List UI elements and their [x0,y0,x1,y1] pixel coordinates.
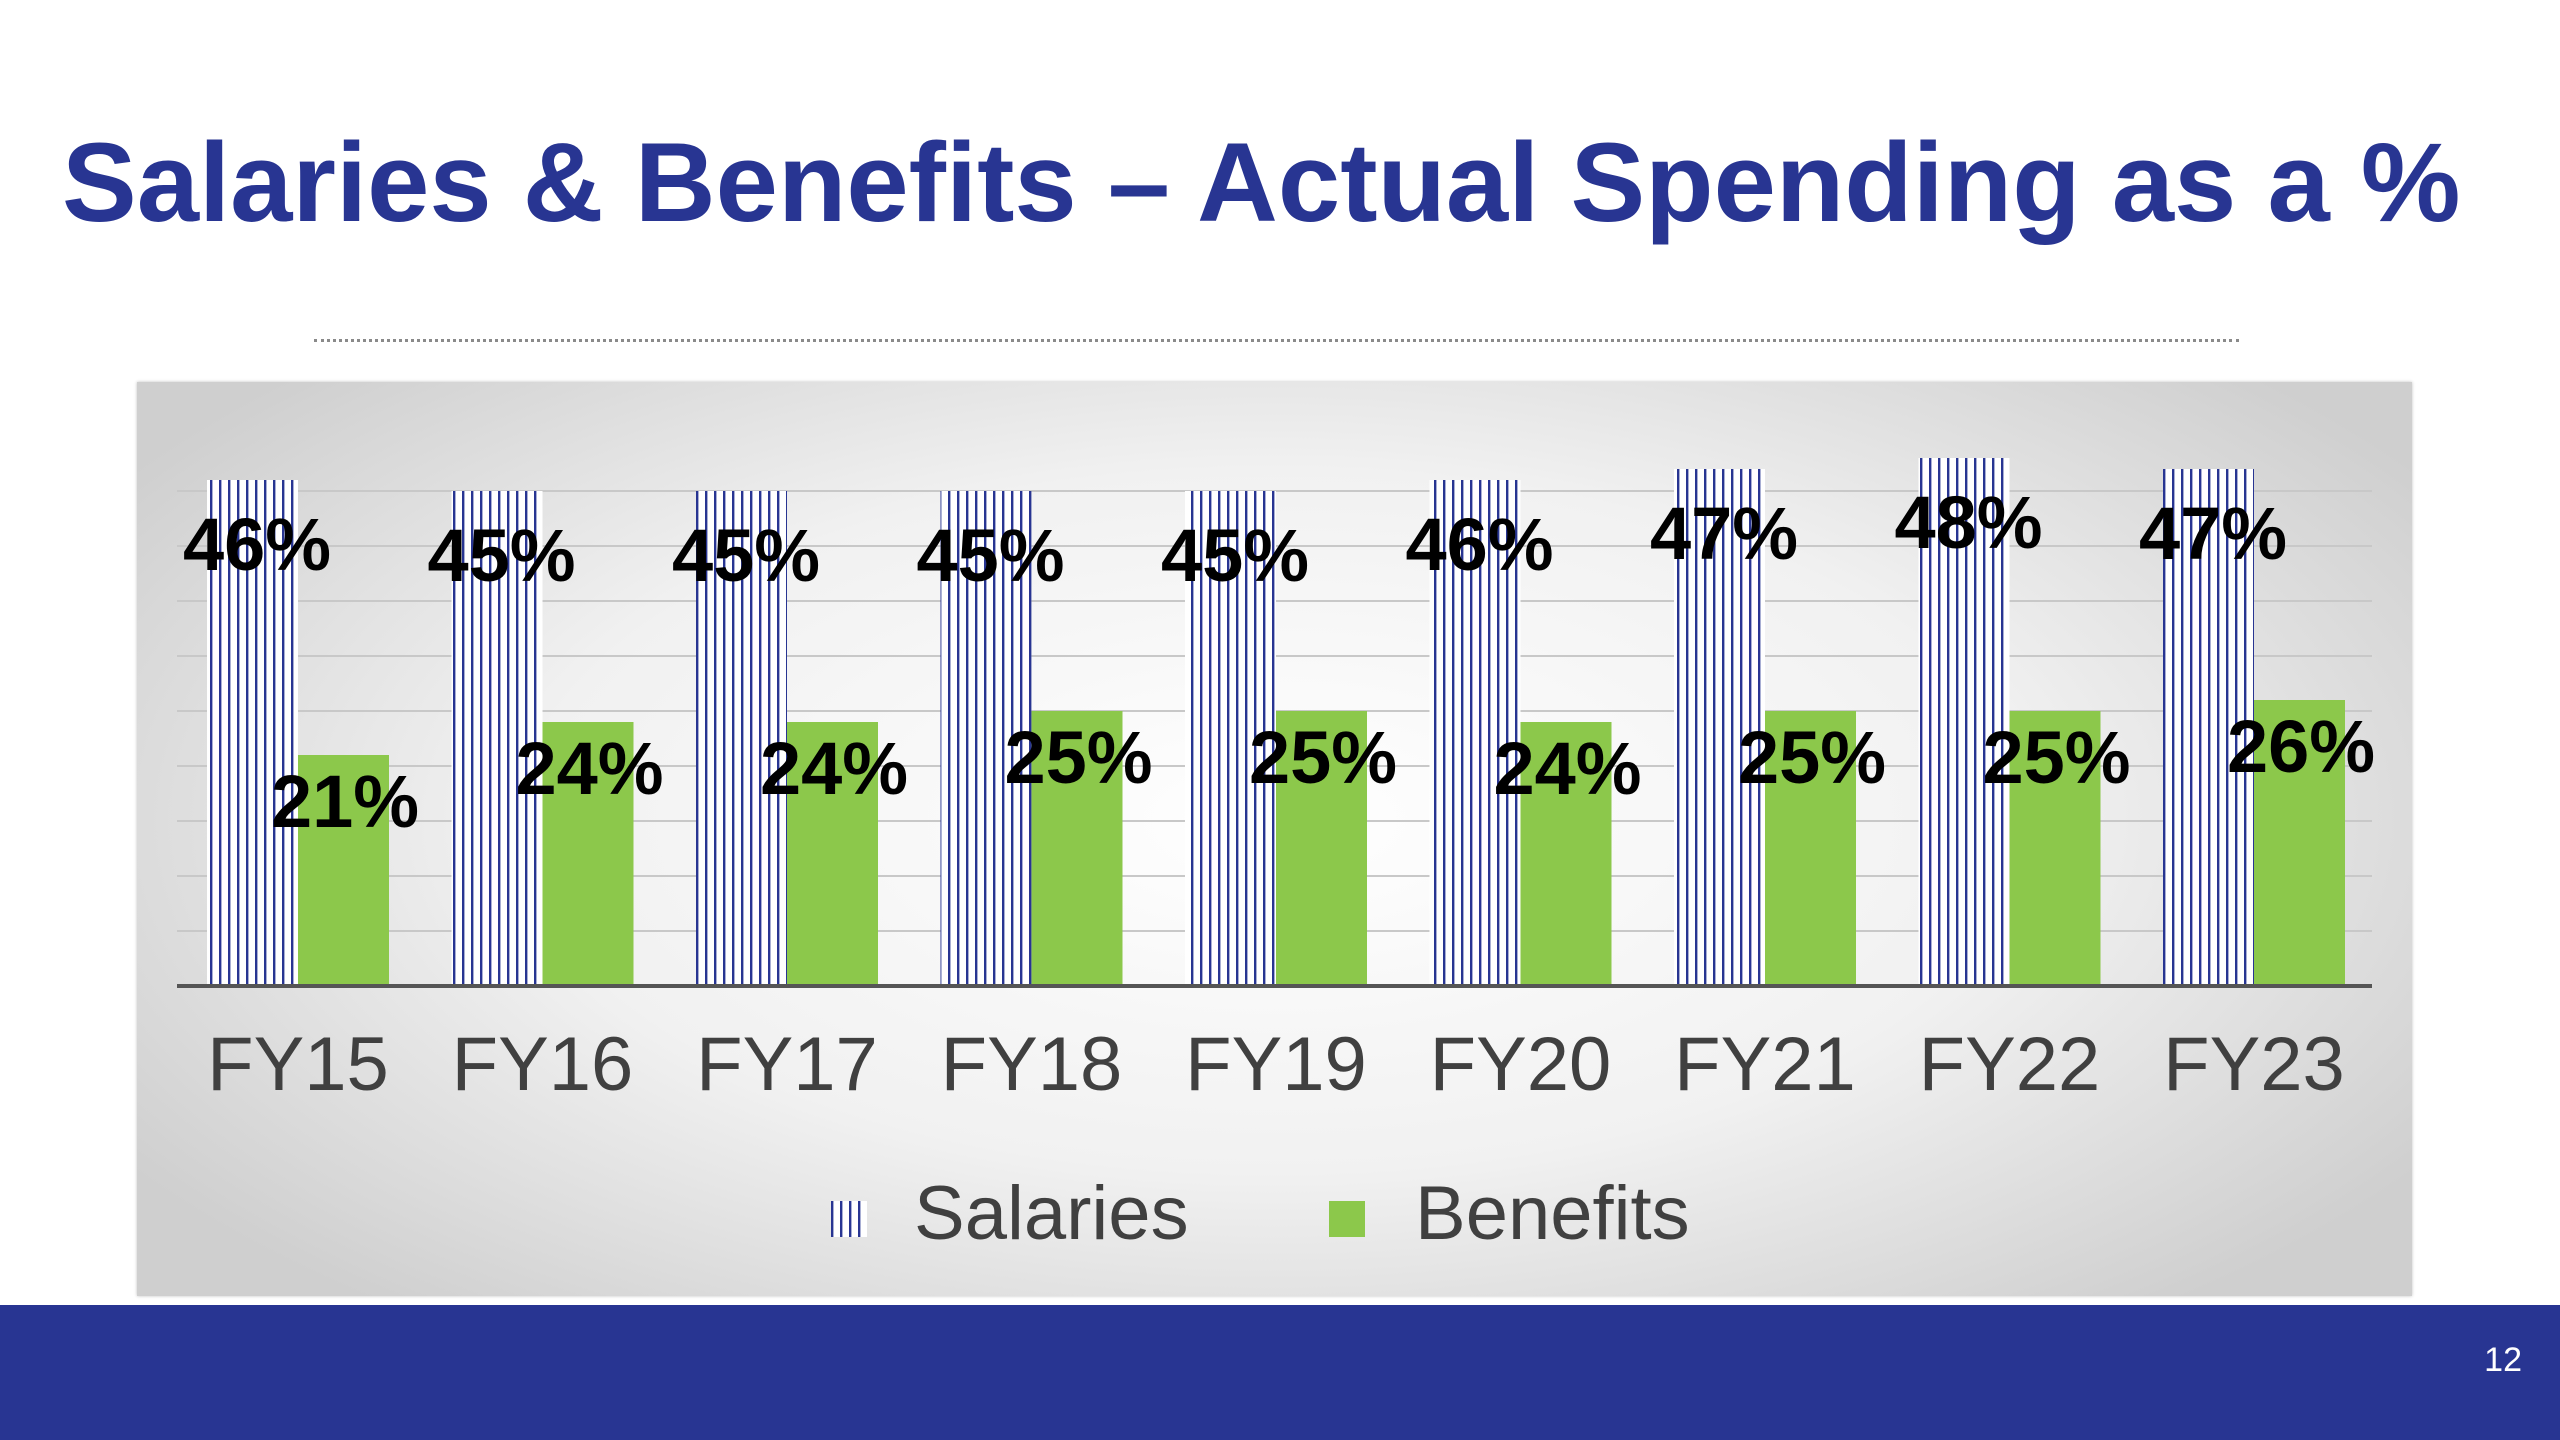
title-divider [314,339,2239,342]
bar-benefits-FY15 [298,755,389,986]
bar-salaries-FY20 [1429,480,1521,986]
data-label-benefits-FY22: 25% [1982,716,2130,799]
bar-benefits-FY18 [1031,711,1123,986]
bar-series [207,458,2345,986]
data-label-salaries-FY16: 45% [427,514,575,597]
x-tick-label-FY17: FY17 [696,1022,878,1107]
legend-label-benefits: Benefits [1415,1171,1690,1256]
bar-benefits-FY22 [2009,711,2101,986]
data-label-benefits-FY18: 25% [1004,716,1152,799]
bar-salaries-FY18 [940,491,1032,986]
x-axis-tick-labels: FY15 FY16 FY17 FY18 FY19 FY20 FY21 FY22 FY23 [207,1022,2345,1107]
bar-benefits-FY19 [1276,711,1367,986]
data-label-benefits-FY16: 24% [515,727,663,810]
data-label-salaries-FY18: 45% [916,514,1064,597]
x-tick-label-FY20: FY20 [1430,1022,1612,1107]
x-tick-label-FY15: FY15 [207,1022,389,1107]
legend-label-salaries: Salaries [914,1171,1189,1256]
data-label-benefits-FY21: 25% [1738,716,1886,799]
bar-benefits-FY21 [1765,711,1856,986]
legend-swatch-salaries [831,1201,867,1237]
data-label-salaries-FY17: 45% [672,514,820,597]
chart-panel: 46% 21% 45% 24% 45% 24% 45% 25% 45% 25% 46% 24% 47% 2… [137,382,2412,1296]
x-tick-label-FY19: FY19 [1185,1022,1367,1107]
bar-salaries-FY23 [2163,469,2254,986]
data-label-salaries-FY15: 46% [183,503,331,586]
bar-salaries-FY19 [1185,491,1276,986]
data-label-salaries-FY19: 45% [1161,514,1309,597]
bar-salaries-FY17 [696,491,787,986]
bar-benefits-FY20 [1520,722,1612,986]
legend-swatch-benefits [1329,1201,1365,1237]
data-label-salaries-FY20: 46% [1405,503,1553,586]
slide-title: Salaries & Benefits – Actual Spending as… [62,120,2461,245]
x-tick-label-FY16: FY16 [452,1022,634,1107]
x-tick-label-FY18: FY18 [941,1022,1123,1107]
bar-salaries-FY16 [451,491,543,986]
data-label-benefits-FY15: 21% [271,760,419,843]
bar-salaries-FY21 [1674,469,1765,986]
data-label-benefits-FY19: 25% [1249,716,1397,799]
bar-benefits-FY17 [787,722,878,986]
footer-bar: 12 [0,1305,2560,1440]
bar-salaries-FY22 [1918,458,2010,986]
bar-chart: 46% 21% 45% 24% 45% 24% 45% 25% 45% 25% 46% 24% 47% 2… [177,458,2375,1256]
data-labels: 46% 21% 45% 24% 45% 24% 45% 25% 45% 25% 46% 24% 47% 2… [183,481,2375,843]
x-tick-label-FY21: FY21 [1674,1022,1856,1107]
page-number: 12 [2484,1341,2522,1379]
x-tick-label-FY23: FY23 [2163,1022,2345,1107]
bar-benefits-FY16 [542,722,634,986]
bar-salaries-FY15 [207,480,298,986]
data-label-benefits-FY23: 26% [2227,705,2375,788]
bar-benefits-FY23 [2254,700,2345,986]
x-tick-label-FY22: FY22 [1919,1022,2101,1107]
legend: Salaries Benefits [831,1171,1690,1256]
data-label-benefits-FY17: 24% [760,727,908,810]
data-label-salaries-FY22: 48% [1894,481,2042,564]
data-label-salaries-FY23: 47% [2139,492,2287,575]
data-label-benefits-FY20: 24% [1493,727,1641,810]
data-label-salaries-FY21: 47% [1650,492,1798,575]
